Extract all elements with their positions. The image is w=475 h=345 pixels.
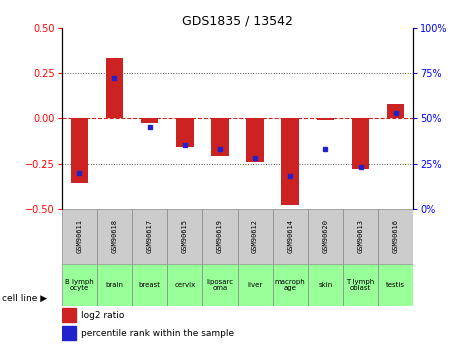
Text: GSM90618: GSM90618 (112, 219, 117, 253)
Text: T lymph
oblast: T lymph oblast (346, 279, 375, 291)
Text: testis: testis (386, 282, 405, 288)
Bar (97, 209, 132, 264)
Text: cervix: cervix (174, 282, 195, 288)
Bar (387, 104, 404, 118)
Text: skin: skin (318, 282, 332, 288)
Bar (211, 118, 228, 156)
Text: B lymph
ocyte: B lymph ocyte (65, 279, 94, 291)
Text: GSM90620: GSM90620 (323, 219, 328, 253)
Bar (176, 118, 194, 147)
Text: brain: brain (105, 282, 124, 288)
Bar (343, 264, 378, 306)
Bar (167, 209, 202, 264)
Bar (378, 209, 413, 264)
Text: cell line ▶: cell line ▶ (2, 294, 48, 303)
Bar (343, 209, 378, 264)
Text: macroph
age: macroph age (275, 279, 305, 291)
Text: GSM90614: GSM90614 (287, 219, 293, 253)
Bar (378, 264, 413, 306)
Bar (202, 209, 238, 264)
Text: GSM90617: GSM90617 (147, 219, 152, 253)
Bar (167, 264, 202, 306)
Bar (62, 264, 97, 306)
Bar (352, 118, 369, 169)
Bar (132, 209, 167, 264)
Bar (238, 264, 273, 306)
Text: liposarc
oma: liposarc oma (206, 279, 234, 291)
Text: GSM90616: GSM90616 (393, 219, 399, 253)
Bar (97, 264, 132, 306)
Bar (238, 209, 273, 264)
Bar (62, 308, 76, 322)
Bar (247, 118, 264, 162)
Bar (308, 209, 343, 264)
Text: GSM90611: GSM90611 (76, 219, 82, 253)
Bar (308, 264, 343, 306)
Text: liver: liver (247, 282, 263, 288)
Bar (273, 209, 308, 264)
Bar (71, 118, 88, 184)
Title: GDS1835 / 13542: GDS1835 / 13542 (182, 14, 293, 28)
Bar (132, 264, 167, 306)
Bar (62, 209, 97, 264)
Text: percentile rank within the sample: percentile rank within the sample (81, 328, 234, 337)
Bar (202, 264, 238, 306)
Bar (281, 118, 299, 205)
Text: GSM90612: GSM90612 (252, 219, 258, 253)
Text: GSM90613: GSM90613 (358, 219, 363, 253)
Bar (316, 118, 334, 120)
Text: GSM90619: GSM90619 (217, 219, 223, 253)
Text: log2 ratio: log2 ratio (81, 311, 124, 320)
Bar (141, 118, 158, 123)
Bar (62, 326, 76, 340)
Text: breast: breast (139, 282, 161, 288)
Bar (273, 264, 308, 306)
Bar (105, 58, 124, 118)
Text: GSM90615: GSM90615 (182, 219, 188, 253)
